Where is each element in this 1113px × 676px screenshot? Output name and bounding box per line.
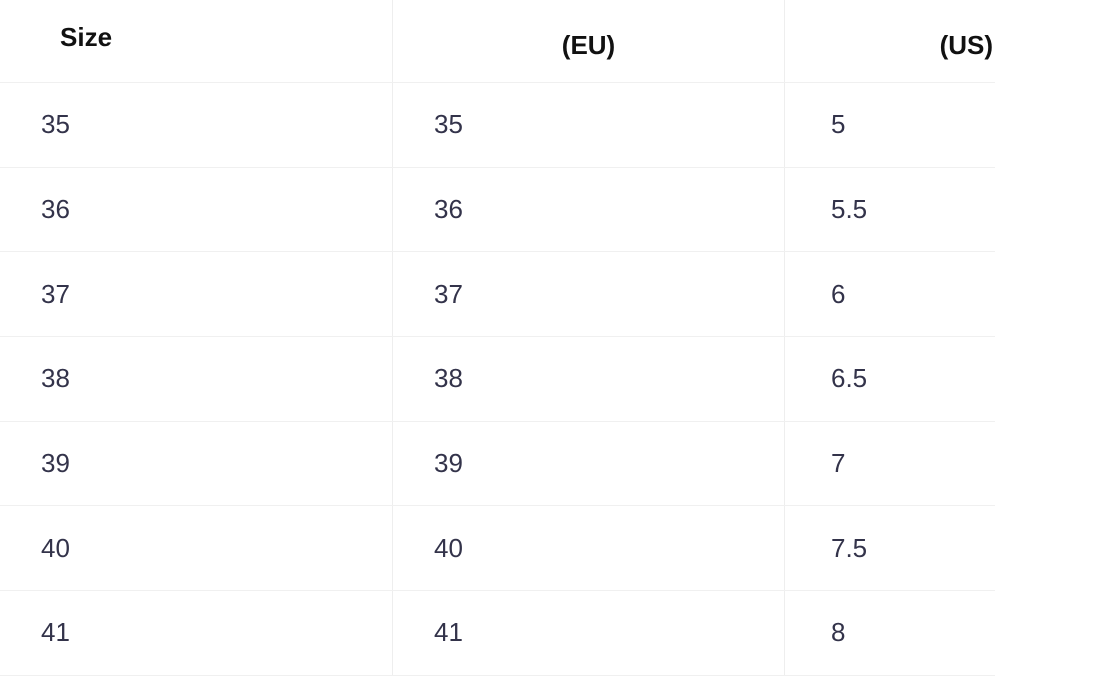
cell-size: 39 (0, 421, 393, 506)
cell-us: 6 (831, 278, 846, 309)
cell-eu: 35 (393, 83, 785, 167)
table-row: 37 37 6 (0, 252, 995, 338)
cell-eu: 37 (393, 252, 785, 337)
cell-us: 6.5 (831, 363, 868, 394)
cell-size: 35 (0, 83, 393, 167)
table-row: 35 35 5 (0, 83, 995, 168)
header-size: Size (0, 0, 393, 82)
header-eu: (EU) (393, 0, 785, 82)
table-row: 40 40 7.5 (0, 506, 995, 592)
cell-size: 36 (0, 167, 393, 252)
size-chart-table: Size (EU) (US) 35 35 5 36 36 5.5 37 37 6 38 38 6.5 3… (0, 0, 995, 676)
header-us: (US) (939, 29, 993, 60)
cell-eu: 40 (393, 506, 785, 591)
cell-size: 37 (0, 252, 393, 337)
cell-us: 8 (831, 617, 846, 648)
cell-eu: 41 (393, 591, 785, 675)
cell-eu: 39 (393, 421, 785, 506)
table-header: Size (EU) (US) (0, 0, 995, 83)
cell-eu: 36 (393, 167, 785, 252)
table-row: 39 39 7 (0, 421, 995, 507)
cell-us: 7 (831, 448, 846, 479)
cell-size: 38 (0, 337, 393, 421)
cell-size: 41 (0, 591, 393, 675)
cell-us: 5 (831, 109, 846, 140)
cell-us: 7.5 (831, 532, 868, 563)
table-row: 38 38 6.5 (0, 337, 995, 422)
table-row: 41 41 8 (0, 591, 995, 676)
cell-us: 5.5 (831, 194, 868, 225)
table-row: 36 36 5.5 (0, 167, 995, 253)
cell-size: 40 (0, 506, 393, 591)
cell-eu: 38 (393, 337, 785, 421)
